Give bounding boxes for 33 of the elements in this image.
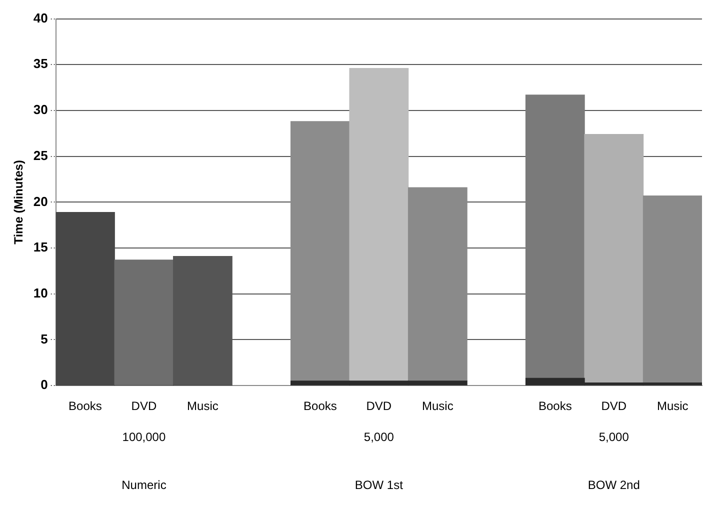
y-tick-label: 25 <box>33 148 48 163</box>
bar <box>290 121 350 382</box>
y-tick-label: 40 <box>33 10 48 26</box>
bar <box>56 212 115 386</box>
x-tick-label: DVD <box>601 399 627 414</box>
bar <box>349 68 409 382</box>
text: 100,000 <box>122 430 166 444</box>
x-tick-label: Music <box>422 399 454 414</box>
y-tick-label: 5 <box>40 331 48 346</box>
text: 5,000 <box>598 430 630 444</box>
x-tick-label: Books <box>68 399 102 414</box>
bar <box>114 260 174 386</box>
text: 5,000 <box>364 430 394 444</box>
y-axis-title: Time (Minutes) <box>12 160 26 244</box>
y-tick-label: 10 <box>33 285 48 300</box>
x-tick-label: Music <box>187 399 218 414</box>
x-tick-label: Music <box>656 399 688 414</box>
y-tick-label: 0 <box>40 377 48 392</box>
x-tick-label: DVD <box>366 399 392 414</box>
bar <box>642 195 702 384</box>
bar <box>408 187 468 382</box>
x-tick-label: Books <box>538 399 572 414</box>
bar <box>584 134 644 384</box>
y-tick-label: 15 <box>33 240 48 255</box>
y-tick-label: 20 <box>33 194 48 209</box>
x-tick-label: Books <box>304 399 337 414</box>
y-tick-label: 30 <box>33 102 48 118</box>
text: Numeric <box>122 478 166 492</box>
text: BOW 1st <box>354 478 404 492</box>
bar <box>525 94 585 379</box>
text: BOW 2nd <box>588 478 640 492</box>
x-tick-label: DVD <box>131 399 157 414</box>
y-tick-label: 35 <box>33 56 48 72</box>
